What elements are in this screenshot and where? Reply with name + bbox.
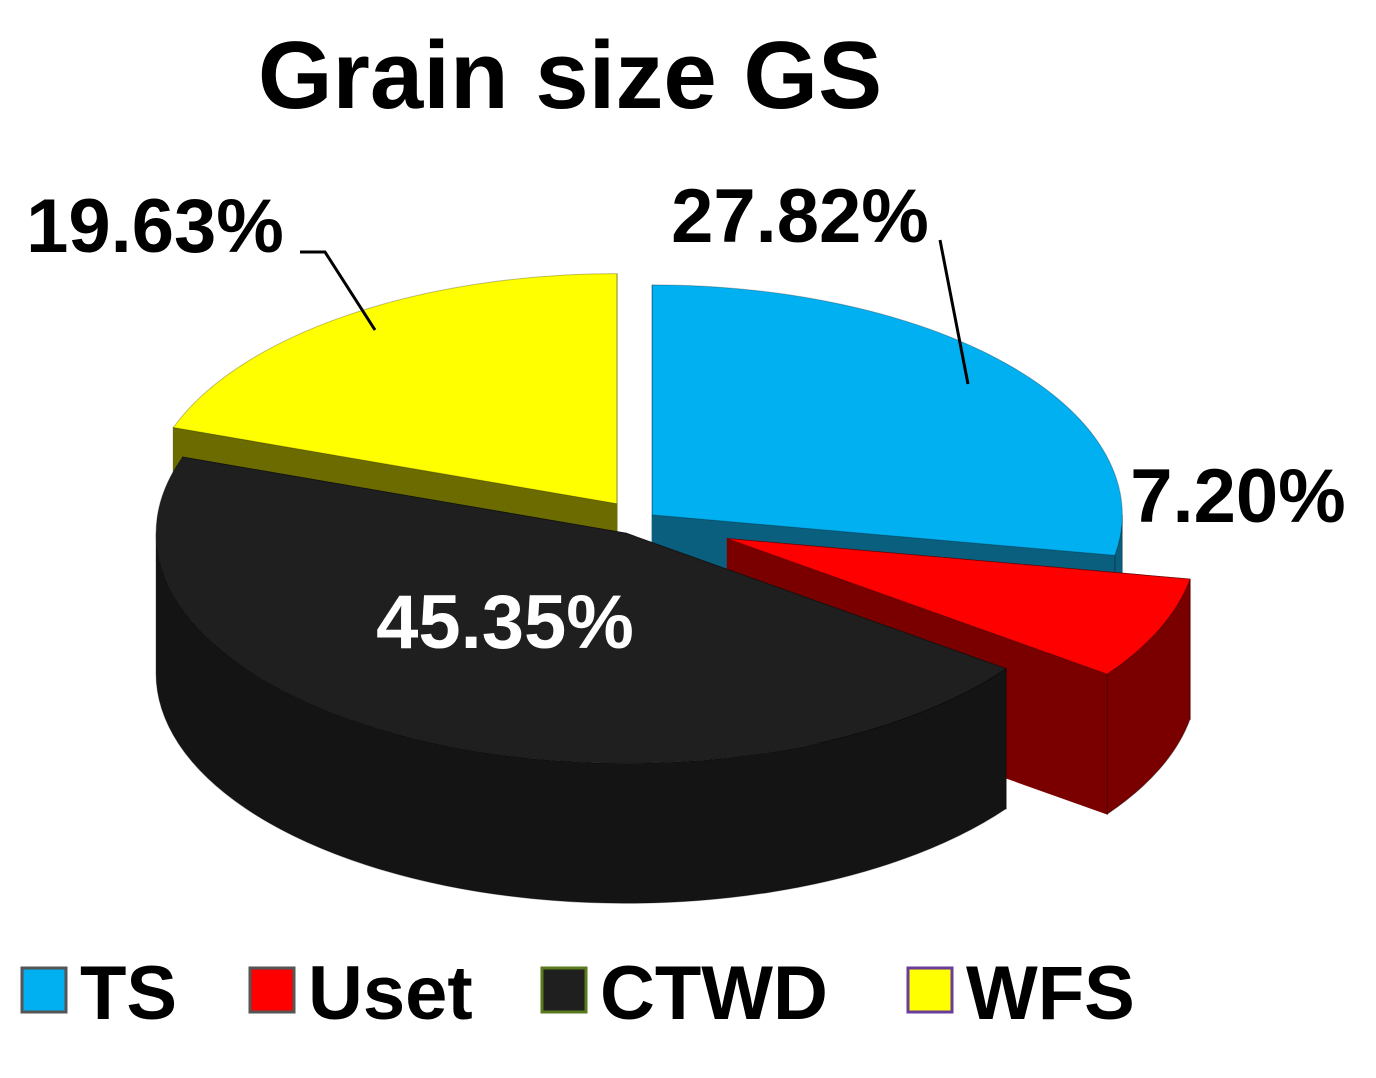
legend-swatch-ctwd	[540, 966, 588, 1014]
slice-top-uset	[727, 538, 1191, 675]
leader-lines	[300, 239, 970, 385]
legend-item-uset: Uset	[248, 951, 473, 1036]
legend-label-uset: Uset	[308, 951, 473, 1036]
slice-top-wfs	[172, 273, 618, 505]
legend-swatch-uset	[248, 966, 296, 1014]
data-label-uset: 7.20%	[1130, 454, 1346, 539]
legend-label-ts: TS	[80, 951, 177, 1036]
legend-label-ctwd: CTWD	[600, 951, 828, 1036]
legend-swatch-ts	[20, 966, 68, 1014]
legend-label-wfs: WFS	[966, 951, 1135, 1036]
slice-top-ctwd	[155, 456, 1008, 764]
legend-swatch-wfs	[906, 966, 954, 1014]
chart-title: Grain size GS	[258, 22, 882, 129]
legend-item-wfs: WFS	[906, 951, 1135, 1036]
pie-slices	[155, 273, 1191, 904]
data-labels: 27.82% 7.20% 45.35% 19.63%	[26, 174, 1346, 665]
data-label-wfs: 19.63%	[26, 184, 284, 269]
leader-line-wfs	[300, 250, 377, 331]
pie-slice-ctwd	[155, 456, 1008, 904]
legend: TS Uset CTWD WFS	[20, 951, 1135, 1036]
legend-item-ctwd: CTWD	[540, 951, 828, 1036]
data-label-ctwd: 45.35%	[376, 580, 634, 665]
slice-side-uset	[1106, 579, 1191, 816]
legend-item-ts: TS	[20, 951, 177, 1036]
data-label-ts: 27.82%	[671, 174, 929, 259]
slice-top-ts	[651, 284, 1123, 556]
leader-line-ts	[938, 239, 970, 385]
